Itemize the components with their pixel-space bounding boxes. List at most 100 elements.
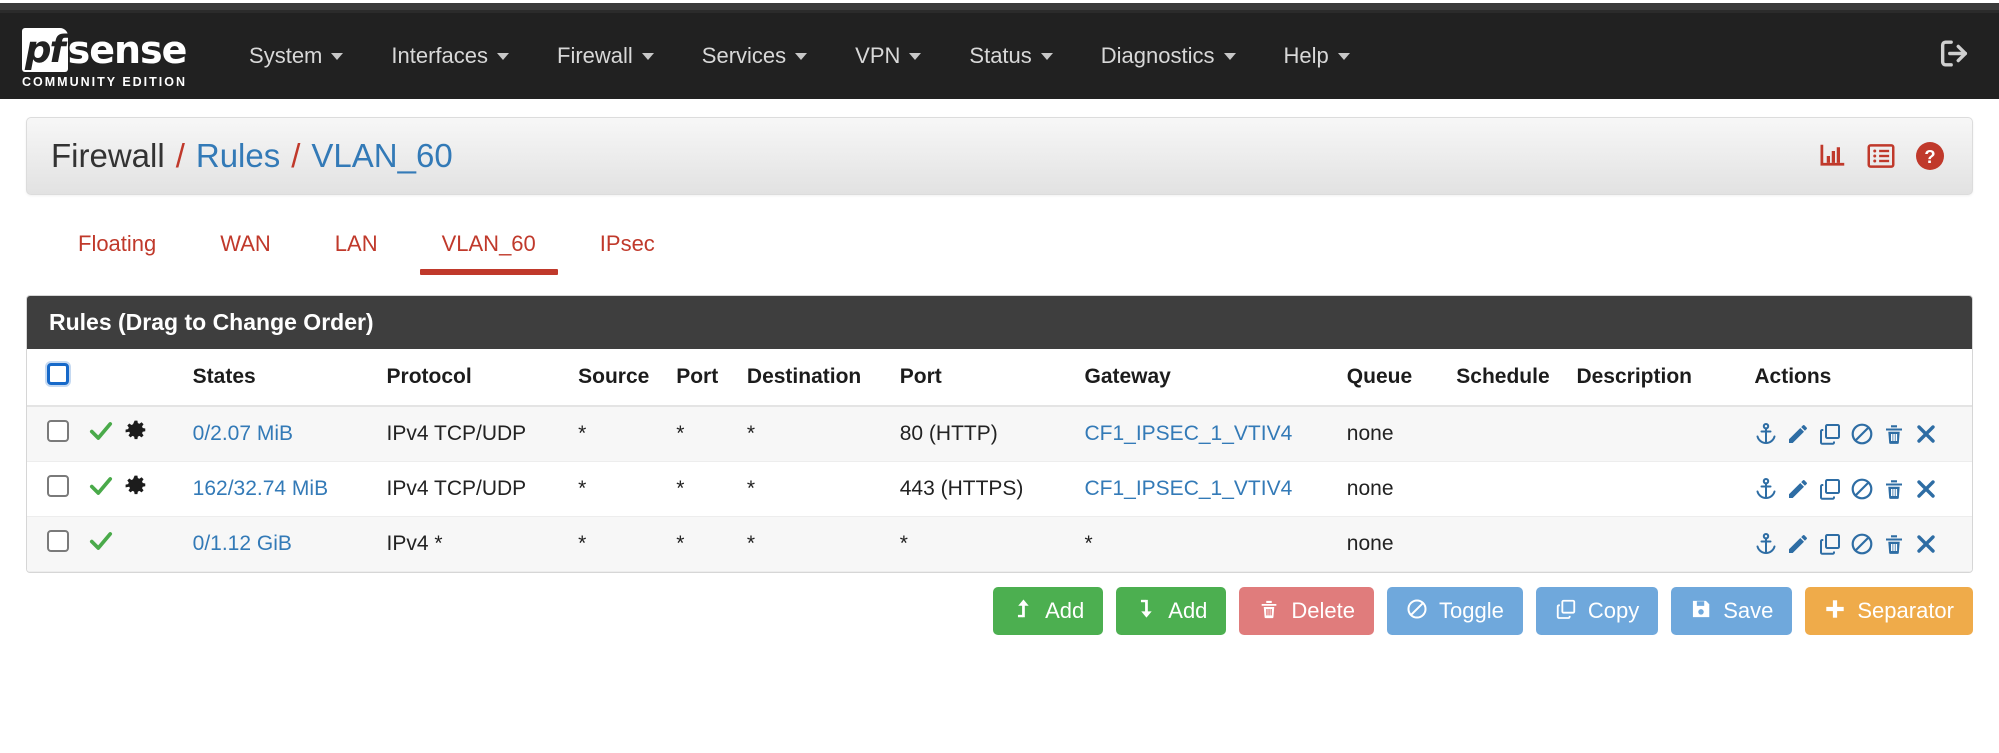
row-destination-cell: * [740, 406, 894, 462]
nav-item-diagnostics[interactable]: Diagnostics [1077, 33, 1260, 79]
chevron-down-icon [795, 52, 808, 60]
separator-button[interactable]: Separator [1805, 587, 1973, 635]
separator-label: Separator [1857, 598, 1954, 623]
tab-ipsec[interactable]: IPsec [568, 217, 687, 275]
chevron-down-icon [1040, 52, 1053, 60]
anchor-icon[interactable] [1754, 422, 1778, 446]
table-row[interactable]: 0/2.07 MiB IPv4 TCP/UDP * * * 80 (HTTP) … [27, 406, 1972, 462]
table-row[interactable]: 162/32.74 MiB IPv4 TCP/UDP * * * 443 (HT… [27, 461, 1972, 517]
anchor-icon[interactable] [1754, 477, 1778, 501]
trash-icon[interactable] [1882, 477, 1906, 501]
chart-bar-icon[interactable] [1818, 141, 1848, 171]
tab-lan[interactable]: LAN [303, 217, 410, 275]
logout-icon[interactable] [1937, 37, 1971, 76]
arrow-down-icon [1135, 598, 1157, 624]
row-action-group [1754, 477, 1966, 501]
col-dest-port: Port [893, 349, 1079, 407]
states-link[interactable]: 162/32.74 MiB [192, 477, 329, 500]
delete-button[interactable]: Delete [1239, 587, 1375, 635]
nav-item-status-label: Status [969, 43, 1032, 68]
gateway-link[interactable]: CF1_IPSEC_1_VTIV4 [1084, 422, 1293, 445]
chevron-down-icon [1223, 52, 1236, 60]
pencil-icon[interactable] [1786, 477, 1810, 501]
add-rule-bottom-label: Add [1168, 598, 1208, 623]
add-rule-top-button[interactable]: Add [993, 587, 1104, 635]
row-description-cell [1570, 406, 1749, 462]
trash-icon[interactable] [1882, 422, 1906, 446]
nav-item-firewall[interactable]: Firewall [533, 33, 678, 79]
breadcrumb-separator: / [175, 137, 185, 174]
trash-icon[interactable] [1882, 532, 1906, 556]
row-actions-cell [1748, 406, 1972, 462]
nav-item-status[interactable]: Status [945, 33, 1076, 79]
row-dest-port-cell: * [893, 516, 1079, 572]
nav-item-interfaces[interactable]: Interfaces [367, 33, 533, 79]
add-rule-top-label: Add [1045, 598, 1085, 623]
anchor-icon[interactable] [1754, 532, 1778, 556]
tab-wan[interactable]: WAN [188, 217, 303, 275]
states-link[interactable]: 0/1.12 GiB [192, 532, 292, 555]
row-queue-cell: none [1340, 516, 1451, 572]
ban-icon [1406, 598, 1428, 624]
breadcrumb-link-vlan60[interactable]: VLAN_60 [311, 137, 453, 174]
select-all-checkbox[interactable] [45, 361, 71, 387]
trash-icon [1258, 598, 1280, 624]
breadcrumb-root: Firewall [51, 137, 165, 174]
ban-icon[interactable] [1850, 477, 1874, 501]
save-button[interactable]: Save [1671, 587, 1793, 635]
check-green-icon[interactable] [88, 528, 114, 560]
table-row[interactable]: 0/1.12 GiB IPv4 * * * * * * none [27, 516, 1972, 572]
row-source-port-cell: * [670, 406, 741, 462]
ban-icon[interactable] [1850, 532, 1874, 556]
row-icon-group [88, 418, 181, 450]
gear-icon[interactable] [124, 474, 148, 504]
check-green-icon[interactable] [88, 473, 114, 505]
copy-icon[interactable] [1818, 477, 1842, 501]
col-source: Source [572, 349, 671, 407]
toggle-button[interactable]: Toggle [1387, 587, 1523, 635]
save-label: Save [1723, 598, 1774, 623]
copy-button[interactable]: Copy [1535, 587, 1659, 635]
pfsense-logo[interactable]: pf sense COMMUNITY EDITION [22, 27, 187, 89]
chevron-down-icon [641, 52, 654, 60]
col-protocol: Protocol [380, 349, 573, 407]
nav-item-help[interactable]: Help [1260, 33, 1374, 79]
row-checkbox[interactable] [47, 420, 69, 442]
row-description-cell [1570, 461, 1749, 517]
nav-item-services[interactable]: Services [678, 33, 831, 79]
row-destination-cell: * [740, 516, 894, 572]
check-green-icon[interactable] [88, 418, 114, 450]
pencil-icon[interactable] [1786, 422, 1810, 446]
tab-wan-label: WAN [220, 231, 271, 256]
x-icon[interactable] [1914, 532, 1938, 556]
copy-icon[interactable] [1818, 422, 1842, 446]
copy-icon[interactable] [1818, 532, 1842, 556]
tab-vlan60[interactable]: VLAN_60 [410, 217, 568, 275]
nav-item-system[interactable]: System [225, 33, 367, 79]
main-navbar: pf sense COMMUNITY EDITION System Interf… [0, 13, 1999, 99]
row-protocol-cell: IPv4 TCP/UDP [380, 461, 573, 517]
chevron-down-icon [497, 52, 509, 60]
x-icon[interactable] [1914, 477, 1938, 501]
row-states-cell: 0/1.12 GiB [186, 516, 381, 572]
row-checkbox[interactable] [47, 530, 69, 552]
row-source-cell: * [572, 406, 671, 462]
nav-item-firewall-label: Firewall [557, 43, 633, 68]
row-description-cell [1570, 516, 1749, 572]
tab-floating[interactable]: Floating [46, 217, 188, 275]
row-gateway-cell: * [1078, 516, 1341, 572]
states-link[interactable]: 0/2.07 MiB [192, 422, 294, 445]
row-checkbox[interactable] [47, 475, 69, 497]
browser-chrome-strip [0, 3, 1999, 13]
add-rule-bottom-button[interactable]: Add [1116, 587, 1227, 635]
list-icon[interactable] [1866, 141, 1896, 171]
pencil-icon[interactable] [1786, 532, 1810, 556]
nav-item-system-label: System [249, 43, 323, 68]
gateway-link[interactable]: CF1_IPSEC_1_VTIV4 [1084, 477, 1293, 500]
nav-item-vpn[interactable]: VPN [831, 33, 945, 79]
help-circle-icon[interactable]: ? [1914, 140, 1946, 172]
breadcrumb-link-rules[interactable]: Rules [195, 137, 281, 174]
gear-icon[interactable] [124, 419, 148, 449]
x-icon[interactable] [1914, 422, 1938, 446]
ban-icon[interactable] [1850, 422, 1874, 446]
